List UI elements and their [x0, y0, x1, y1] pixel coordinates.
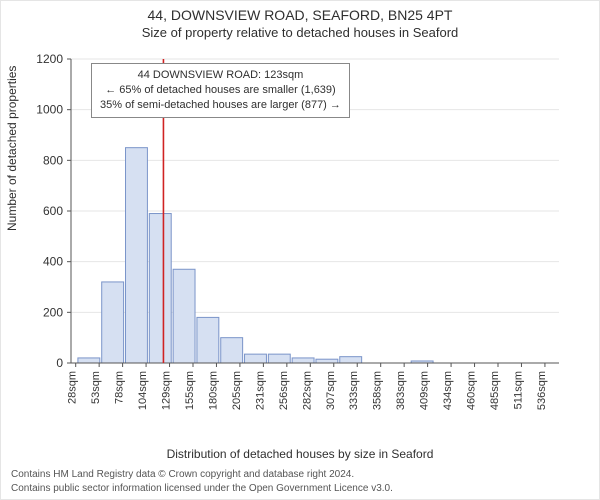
svg-text:333sqm: 333sqm: [348, 371, 360, 410]
svg-text:104sqm: 104sqm: [137, 371, 149, 410]
footer-line1: Contains HM Land Registry data © Crown c…: [11, 468, 589, 482]
svg-text:383sqm: 383sqm: [395, 371, 407, 410]
svg-text:78sqm: 78sqm: [114, 371, 126, 404]
svg-text:485sqm: 485sqm: [489, 371, 501, 410]
footer-attribution: Contains HM Land Registry data © Crown c…: [11, 468, 589, 495]
marker-callout: 44 DOWNSVIEW ROAD: 123sqm ← 65% of detac…: [91, 63, 350, 118]
svg-text:1000: 1000: [36, 103, 63, 117]
svg-text:460sqm: 460sqm: [466, 371, 478, 410]
svg-text:511sqm: 511sqm: [512, 371, 524, 409]
page-subtitle: Size of property relative to detached ho…: [1, 25, 599, 40]
callout-line2: ← 65% of detached houses are smaller (1,…: [100, 83, 341, 98]
y-axis-label: Number of detached properties: [5, 66, 19, 231]
svg-text:256sqm: 256sqm: [278, 371, 290, 410]
svg-text:53sqm: 53sqm: [90, 371, 102, 404]
page-title: 44, DOWNSVIEW ROAD, SEAFORD, BN25 4PT: [1, 7, 599, 23]
svg-text:307sqm: 307sqm: [325, 371, 337, 410]
svg-text:400: 400: [43, 255, 63, 269]
svg-text:205sqm: 205sqm: [231, 371, 243, 410]
callout-line1: 44 DOWNSVIEW ROAD: 123sqm: [100, 68, 341, 83]
svg-text:800: 800: [43, 153, 63, 167]
svg-text:600: 600: [43, 204, 63, 218]
svg-text:129sqm: 129sqm: [161, 371, 173, 410]
callout-line3: 35% of semi-detached houses are larger (…: [100, 98, 341, 113]
svg-text:409sqm: 409sqm: [419, 371, 431, 410]
svg-text:155sqm: 155sqm: [184, 371, 196, 410]
svg-text:180sqm: 180sqm: [207, 371, 219, 410]
svg-text:1200: 1200: [36, 52, 63, 66]
svg-text:0: 0: [56, 356, 63, 370]
svg-text:282sqm: 282sqm: [301, 371, 313, 410]
svg-text:28sqm: 28sqm: [67, 371, 79, 404]
svg-text:434sqm: 434sqm: [442, 371, 454, 410]
footer-line2: Contains public sector information licen…: [11, 482, 589, 496]
svg-text:358sqm: 358sqm: [372, 371, 384, 410]
svg-text:200: 200: [43, 305, 63, 319]
x-axis-label: Distribution of detached houses by size …: [1, 447, 599, 461]
svg-text:536sqm: 536sqm: [536, 371, 548, 410]
svg-text:231sqm: 231sqm: [254, 371, 266, 410]
